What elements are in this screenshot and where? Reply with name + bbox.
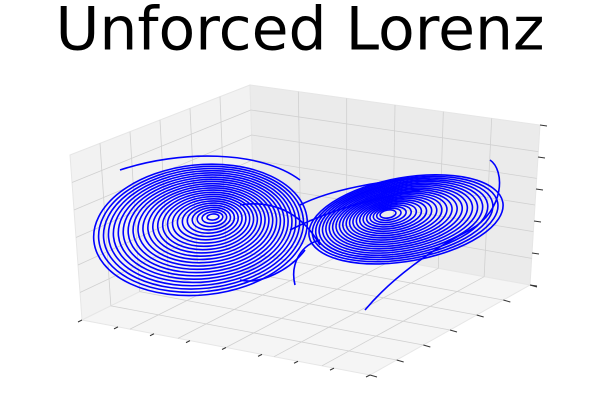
trajectory-segment	[289, 189, 421, 231]
tick	[533, 220, 542, 223]
orbit	[196, 208, 228, 228]
orbit	[325, 182, 479, 254]
orbit	[117, 174, 289, 280]
orbit	[348, 194, 443, 239]
trajectory-segment	[293, 239, 321, 286]
trajectory-segment	[299, 177, 431, 206]
orbit	[102, 167, 301, 290]
trajectory-segment	[239, 249, 306, 282]
tick	[77, 319, 83, 323]
orbit	[362, 200, 423, 230]
trajectory	[92, 155, 504, 311]
orbit	[191, 206, 232, 231]
tick	[369, 374, 378, 378]
tick	[293, 360, 299, 364]
tick	[449, 329, 458, 333]
orbit	[97, 165, 305, 294]
orbit	[181, 202, 239, 238]
orbit	[314, 177, 494, 261]
orbit	[369, 204, 413, 226]
orbit	[206, 213, 220, 221]
tick	[423, 344, 431, 348]
orbit	[107, 169, 297, 287]
orbit	[152, 189, 263, 257]
orbit	[355, 197, 433, 235]
tick	[257, 353, 263, 357]
tick	[149, 333, 155, 337]
orbit	[176, 200, 243, 241]
orbit	[331, 185, 469, 250]
orbit	[142, 185, 270, 264]
tick	[329, 367, 335, 371]
orbit	[122, 176, 286, 277]
orbit	[112, 172, 293, 284]
orbit	[375, 207, 402, 222]
trajectory-segment	[364, 159, 501, 311]
tick	[503, 299, 511, 303]
tick	[113, 326, 119, 330]
orbit	[92, 163, 309, 297]
orbit	[166, 195, 251, 248]
orbit	[147, 187, 266, 261]
chart-title: Unforced Lorenz	[55, 0, 544, 65]
orbit	[156, 191, 259, 254]
tick	[476, 314, 484, 318]
grid-line	[321, 276, 485, 367]
orbit	[171, 198, 247, 244]
orbit	[338, 189, 458, 246]
trajectory-segment	[239, 203, 321, 246]
tick	[539, 124, 548, 127]
tick	[535, 188, 544, 191]
tick	[185, 340, 191, 344]
orbit	[318, 178, 489, 259]
trajectory-segment	[119, 155, 301, 181]
orbit	[365, 202, 418, 228]
tick	[396, 359, 404, 363]
orbit	[132, 180, 278, 271]
orbit	[201, 210, 224, 225]
orbit	[137, 182, 274, 267]
orbit	[335, 187, 464, 248]
orbit	[358, 199, 428, 233]
tick	[221, 347, 227, 350]
grid-line	[79, 209, 255, 293]
orbit	[379, 209, 397, 219]
orbit	[321, 180, 484, 257]
tick	[537, 156, 546, 159]
orbit	[342, 190, 453, 243]
orbit	[161, 193, 255, 251]
orbit	[352, 195, 438, 237]
tick	[531, 252, 540, 255]
tick	[529, 284, 538, 287]
orbit	[308, 173, 504, 265]
orbit	[127, 178, 282, 274]
orbit	[186, 204, 236, 234]
orbit	[328, 184, 474, 252]
orbit	[372, 205, 407, 224]
tick	[365, 374, 371, 378]
